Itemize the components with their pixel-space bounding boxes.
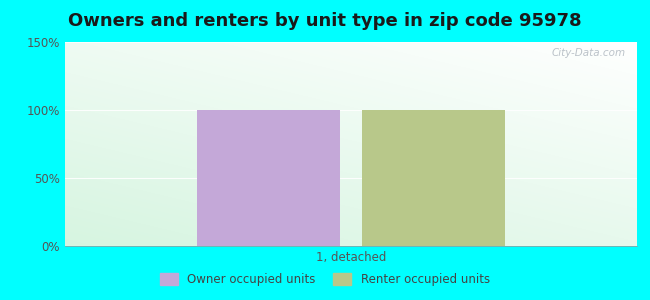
Bar	[196, 110, 339, 246]
Text: Owners and renters by unit type in zip code 95978: Owners and renters by unit type in zip c…	[68, 12, 582, 30]
Text: City-Data.com: City-Data.com	[551, 48, 625, 58]
Legend: Owner occupied units, Renter occupied units: Owner occupied units, Renter occupied un…	[155, 268, 495, 291]
Bar	[363, 110, 506, 246]
